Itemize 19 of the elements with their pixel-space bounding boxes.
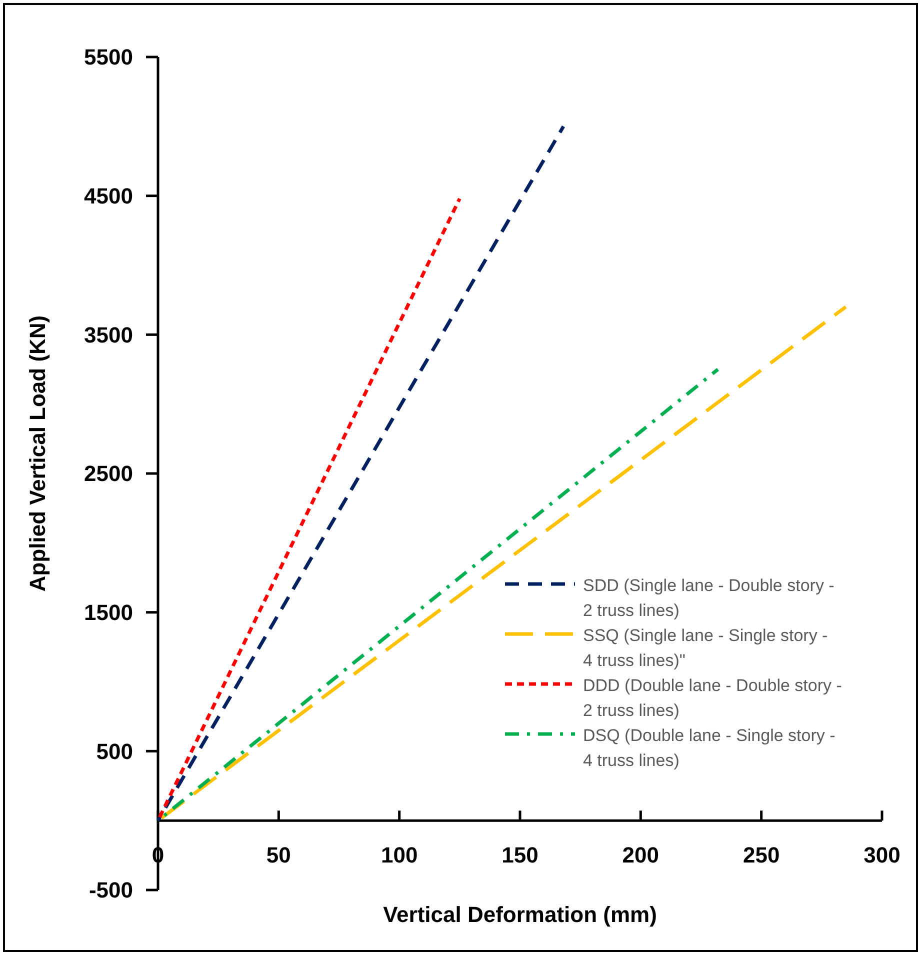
y-axis-title: Applied Vertical Load (KN)	[25, 315, 50, 592]
y-tick-label: 500	[96, 738, 133, 764]
y-tick-label: 3500	[84, 322, 133, 348]
legend-label: SSQ (Single lane - Single story - 4 truss lines)"	[583, 626, 828, 670]
x-tick-label: 50	[266, 842, 291, 868]
y-tick-label: -500	[88, 878, 133, 903]
x-tick-label: 200	[622, 842, 660, 868]
x-tick-label: 100	[380, 842, 418, 868]
y-tick-label: 5500	[84, 44, 133, 70]
x-tick-label: 300	[864, 842, 900, 868]
y-tick-label: 4500	[84, 184, 133, 209]
legend-label: DDD (Double lane - Double story - 2 truss lines)	[583, 676, 842, 720]
y-tick-label: 2500	[84, 461, 133, 486]
y-tick-label: 1500	[84, 600, 133, 626]
legend-label: DSQ (Double lane - Single story - 4 truss lines)	[583, 726, 836, 770]
legend-label: SDD (Single lane - Double story - 2 truss lines)	[583, 576, 834, 620]
x-axis-title: Vertical Deformation (mm)	[383, 902, 657, 927]
x-tick-label: 250	[742, 842, 780, 868]
x-tick-label: 150	[502, 842, 538, 868]
